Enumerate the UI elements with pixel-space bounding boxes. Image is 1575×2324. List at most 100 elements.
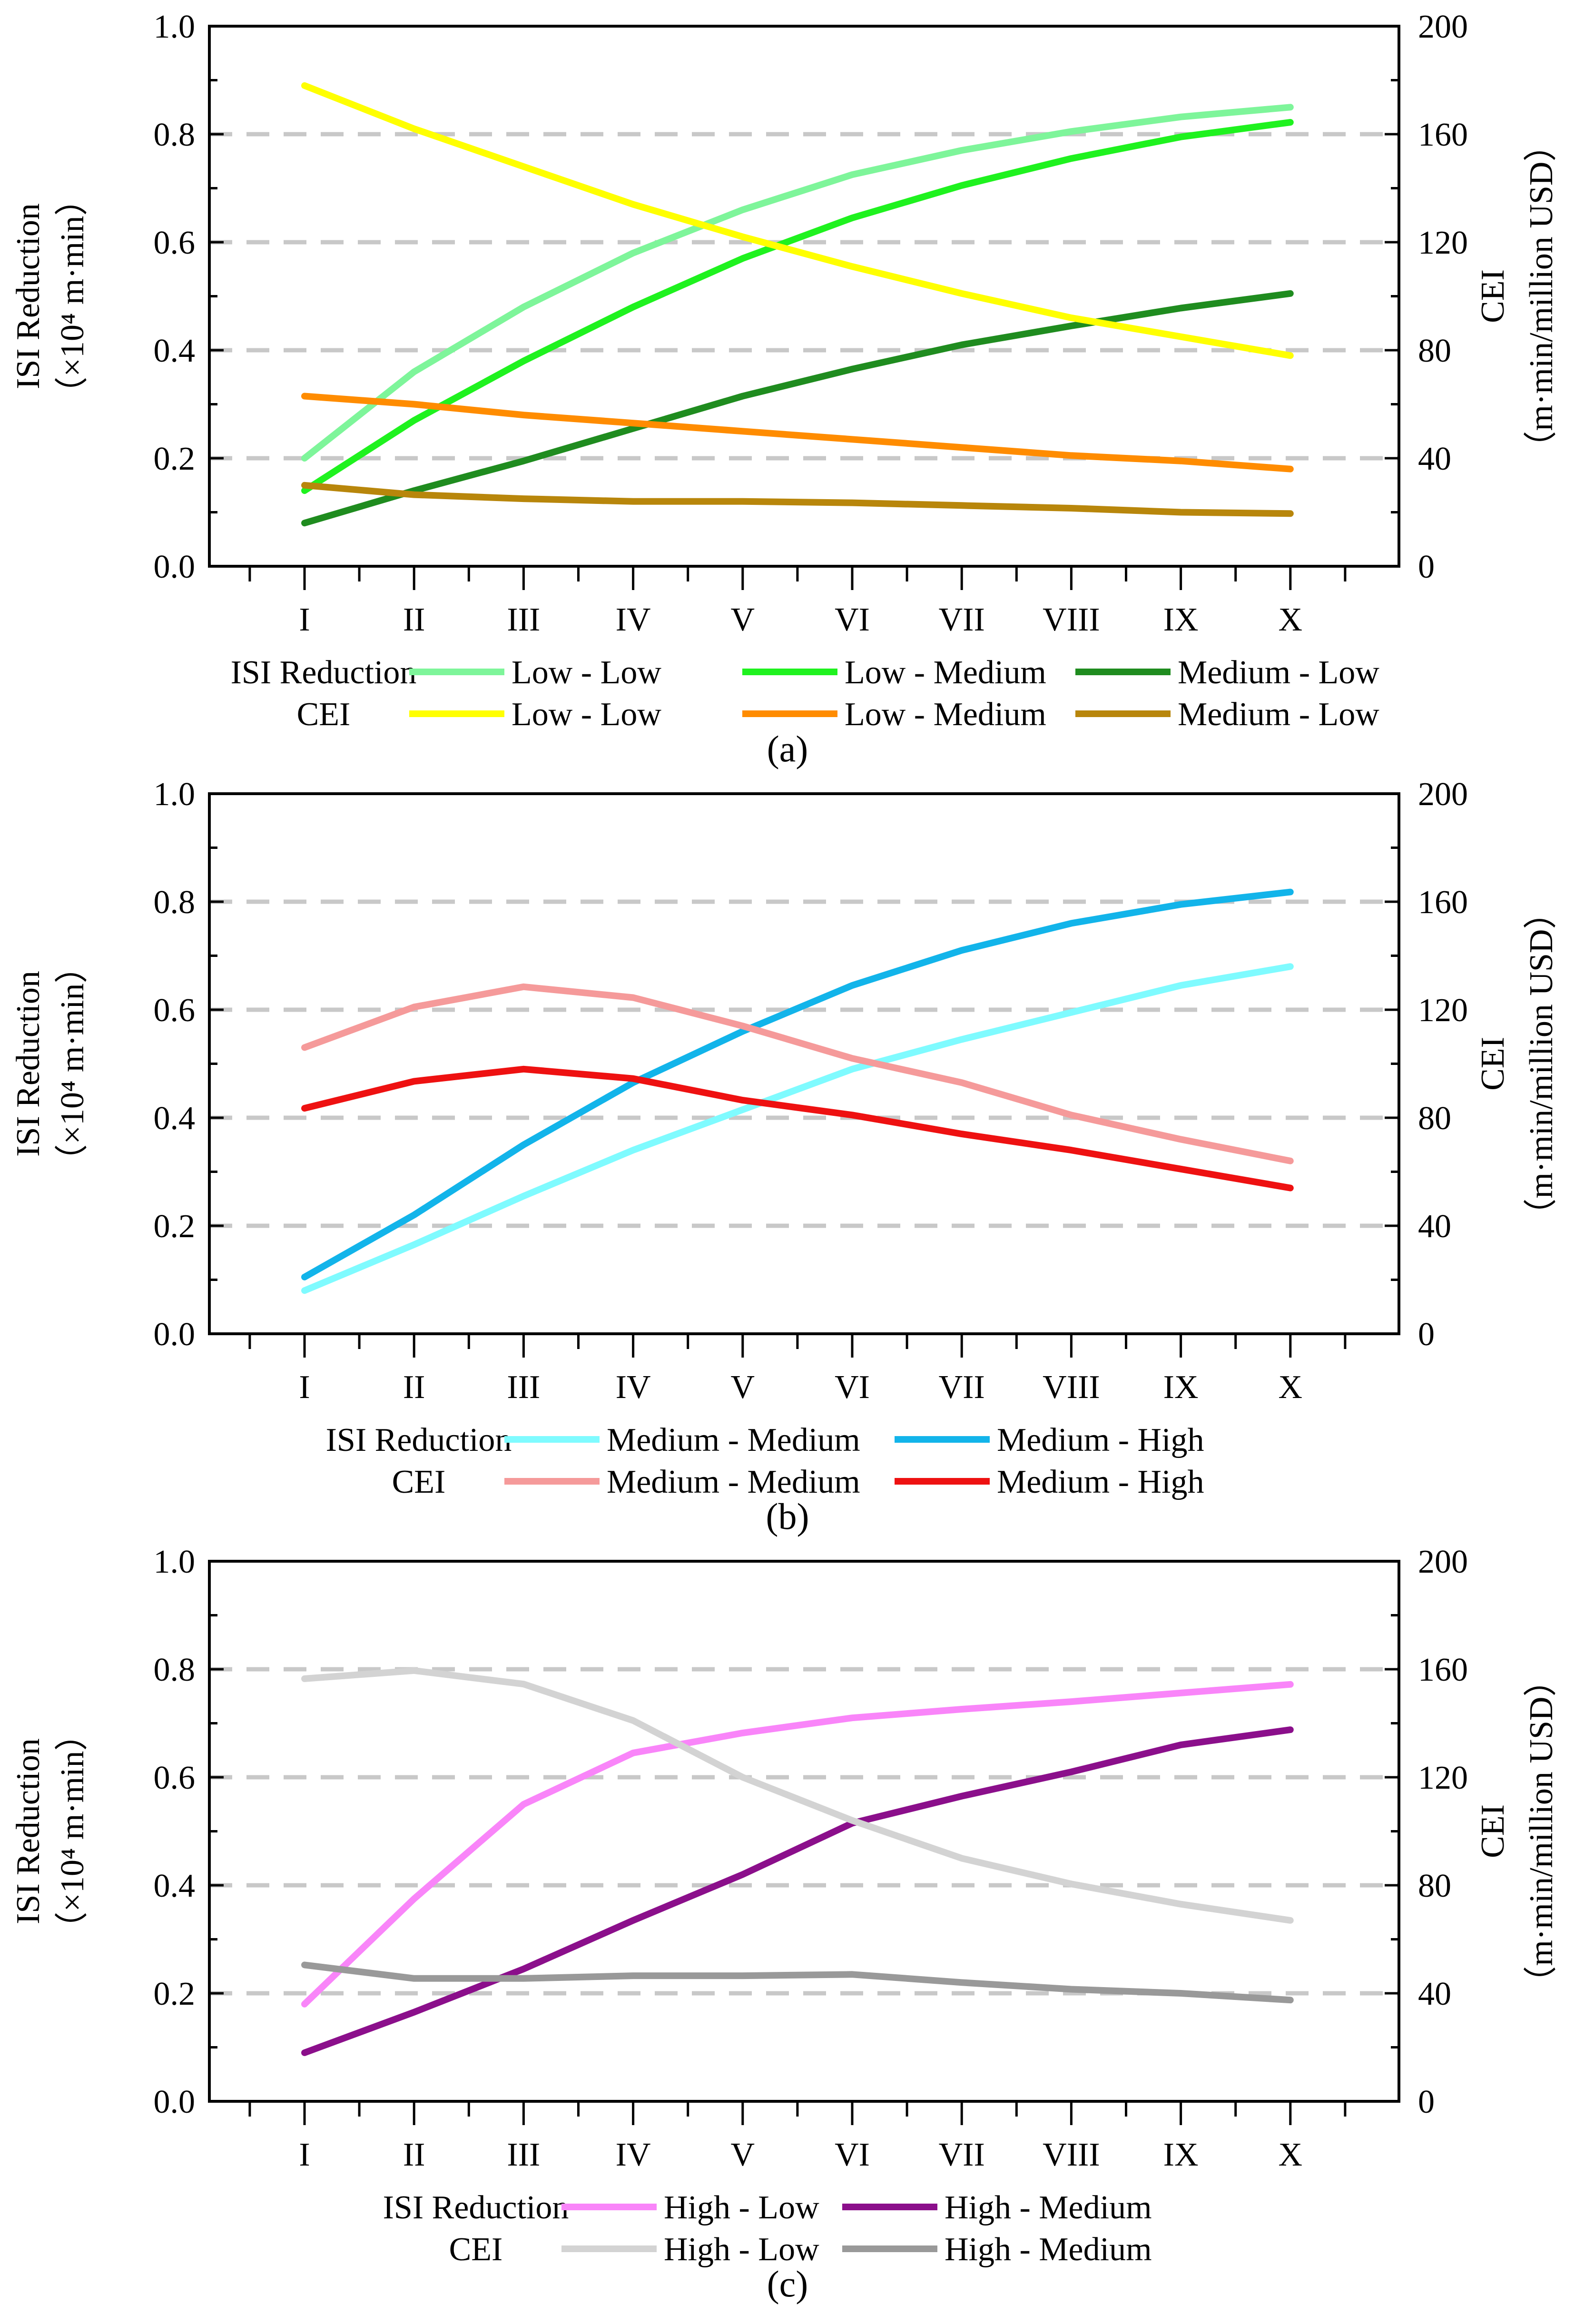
y-left-tick-label: 1.0 [154,9,196,45]
y-right-tick-label: 200 [1418,9,1468,45]
y-right-tick-label: 0 [1418,2084,1435,2120]
legend-row-label: CEI [297,696,351,733]
legend-entry-label: Medium - Low [1178,654,1379,691]
y-right-tick-label: 80 [1418,1868,1451,1904]
y-left-tick-label: 0.6 [154,1760,196,1796]
y-left-axis-title: ISI Reduction [10,1738,47,1924]
legend-entry-label: Low - Low [512,654,661,691]
series-line-isi-reduction-medium-high [301,888,1294,1280]
y-left-tick-label: 0.2 [154,1976,196,2012]
x-tick-label: I [299,1369,310,1406]
series-line-cei-high-medium [301,1961,1294,2004]
y-left-tick-label: 0.0 [154,1316,196,1353]
series-line-isi-reduction-high-low [301,1681,1294,2008]
legend-row-label: ISI Reduction [231,654,417,691]
x-tick-label: VI [835,601,870,638]
y-left-tick-label: 0.8 [154,1652,196,1688]
legend-entry-label: Low - Low [512,696,661,733]
series-line-cei-medium-high [301,1065,1294,1192]
y-left-axis-unit: （×10⁴ m·min） [54,1717,91,1945]
y-left-tick-label: 0.8 [154,117,196,153]
x-tick-label: V [731,1369,755,1406]
y-left-tick-label: 0.6 [154,225,196,261]
x-tick-label: X [1279,601,1303,638]
y-left-tick-label: 0.0 [154,2084,196,2120]
y-right-tick-label: 40 [1418,1976,1451,2012]
y-right-axis-title: CEI [1475,269,1511,323]
x-tick-label: VII [939,1369,985,1406]
x-tick-label: II [403,1369,425,1406]
legend-entry-label: Medium - Low [1178,696,1379,733]
panel-label: (b) [766,1496,809,1537]
x-tick-label: II [403,2137,425,2173]
legend-row-label: ISI Reduction [326,1422,512,1458]
legend-row-label: CEI [449,2231,503,2268]
x-tick-label: IX [1163,601,1199,638]
y-right-tick-label: 120 [1418,992,1468,1029]
legend-entry-label: Medium - High [997,1422,1204,1458]
x-tick-label: V [731,601,755,638]
y-left-tick-label: 0.2 [154,1208,196,1245]
y-right-tick-label: 120 [1418,225,1468,261]
y-left-tick-label: 0.4 [154,1868,196,1904]
y-right-tick-label: 120 [1418,1760,1468,1796]
y-left-axis-unit: （×10⁴ m·min） [54,182,91,410]
legend-entry-label: High - Low [664,2231,819,2268]
y-right-tick-label: 80 [1418,333,1451,369]
y-left-tick-label: 0.8 [154,884,196,921]
legend-row-label: ISI Reduction [383,2189,569,2226]
legend-entry-label: Medium - Medium [607,1422,860,1458]
y-left-axis-title: ISI Reduction [10,203,47,389]
series-line-isi-reduction-high-medium [301,1726,1294,2056]
y-right-axis-unit: （m·min/million USD） [1523,896,1560,1232]
y-left-tick-label: 1.0 [154,1544,196,1580]
y-right-axis-unit: （m·min/million USD） [1523,128,1560,464]
y-left-tick-label: 0.4 [154,333,196,369]
x-tick-label: II [403,601,425,638]
x-tick-label: IV [616,2137,651,2173]
series-line-cei-high-low [301,1667,1294,1924]
x-tick-label: III [507,2137,540,2173]
y-right-tick-label: 160 [1418,1652,1468,1688]
x-tick-label: I [299,2137,310,2173]
series-line-cei-low-medium [301,393,1294,473]
x-tick-label: X [1279,1369,1303,1406]
x-tick-label: IX [1163,2137,1199,2173]
y-left-tick-label: 0.2 [154,441,196,477]
x-tick-label: VIII [1043,601,1100,638]
y-left-tick-label: 1.0 [154,776,196,813]
x-tick-label: VIII [1043,1369,1100,1406]
x-tick-label: IV [616,1369,651,1406]
x-tick-label: I [299,601,310,638]
x-tick-label: VI [835,2137,870,2173]
x-tick-label: III [507,1369,540,1406]
y-right-tick-label: 160 [1418,117,1468,153]
series-line-isi-reduction-medium-medium [301,963,1294,1294]
y-right-tick-label: 40 [1418,1208,1451,1245]
plot-frame [208,25,1400,568]
legend-entry-label: High - Low [664,2189,819,2226]
y-left-tick-label: 0.6 [154,992,196,1029]
y-left-tick-label: 0.4 [154,1100,196,1137]
x-tick-label: V [731,2137,755,2173]
y-left-tick-label: 0.0 [154,549,196,585]
legend-row-label: CEI [392,1464,446,1500]
panel-label: (c) [767,2263,808,2304]
y-left-axis-unit: （×10⁴ m·min） [54,950,91,1177]
series-line-isi-reduction-low-medium [301,119,1294,494]
y-right-axis-title: CEI [1475,1037,1511,1091]
legend-entry-label: High - Medium [945,2231,1152,2268]
y-left-axis-title: ISI Reduction [10,971,47,1157]
y-right-axis-unit: （m·min/million USD） [1523,1664,1560,1999]
panel-label: (a) [767,728,808,769]
legend-entry-label: Medium - High [997,1464,1204,1500]
y-right-tick-label: 80 [1418,1100,1451,1137]
legend-entry-label: Low - Medium [845,654,1046,691]
y-right-tick-label: 0 [1418,549,1435,585]
y-right-tick-label: 0 [1418,1316,1435,1353]
series-line-cei-low-low [301,82,1294,359]
